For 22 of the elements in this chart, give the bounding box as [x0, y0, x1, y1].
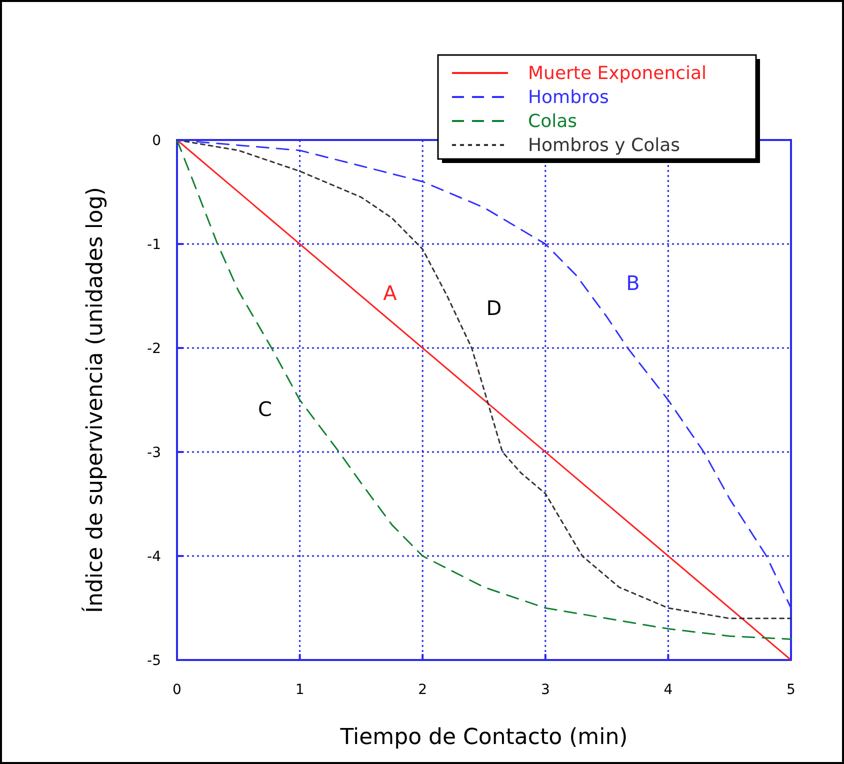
- legend-label: Hombros y Colas: [528, 135, 680, 156]
- x-axis-title: Tiempo de Contacto (min): [339, 725, 628, 750]
- annotation: D: [486, 296, 502, 320]
- legend-label: Muerte Exponencial: [528, 63, 707, 84]
- legend-label: Colas: [528, 111, 577, 132]
- y-tick-label: 0: [152, 133, 161, 149]
- y-tick-label: -5: [147, 653, 161, 669]
- x-tick-label: 5: [786, 682, 796, 698]
- y-tick-label: -1: [147, 237, 161, 253]
- y-tick-label: -2: [147, 341, 161, 357]
- x-tick-label: 4: [664, 682, 673, 698]
- annotation: B: [626, 271, 640, 295]
- y-tick-label: -4: [147, 549, 162, 565]
- y-axis-title: Índice de supervivencia (unidades log): [81, 187, 108, 613]
- x-tick-label: 0: [172, 682, 182, 698]
- x-tick-label: 3: [540, 682, 550, 698]
- x-tick-label: 1: [295, 682, 304, 698]
- annotation: A: [383, 281, 398, 305]
- annotation: C: [258, 397, 272, 421]
- y-tick-label: -3: [147, 445, 161, 461]
- legend-label: Hombros: [528, 87, 609, 108]
- x-tick-label: 2: [418, 682, 428, 698]
